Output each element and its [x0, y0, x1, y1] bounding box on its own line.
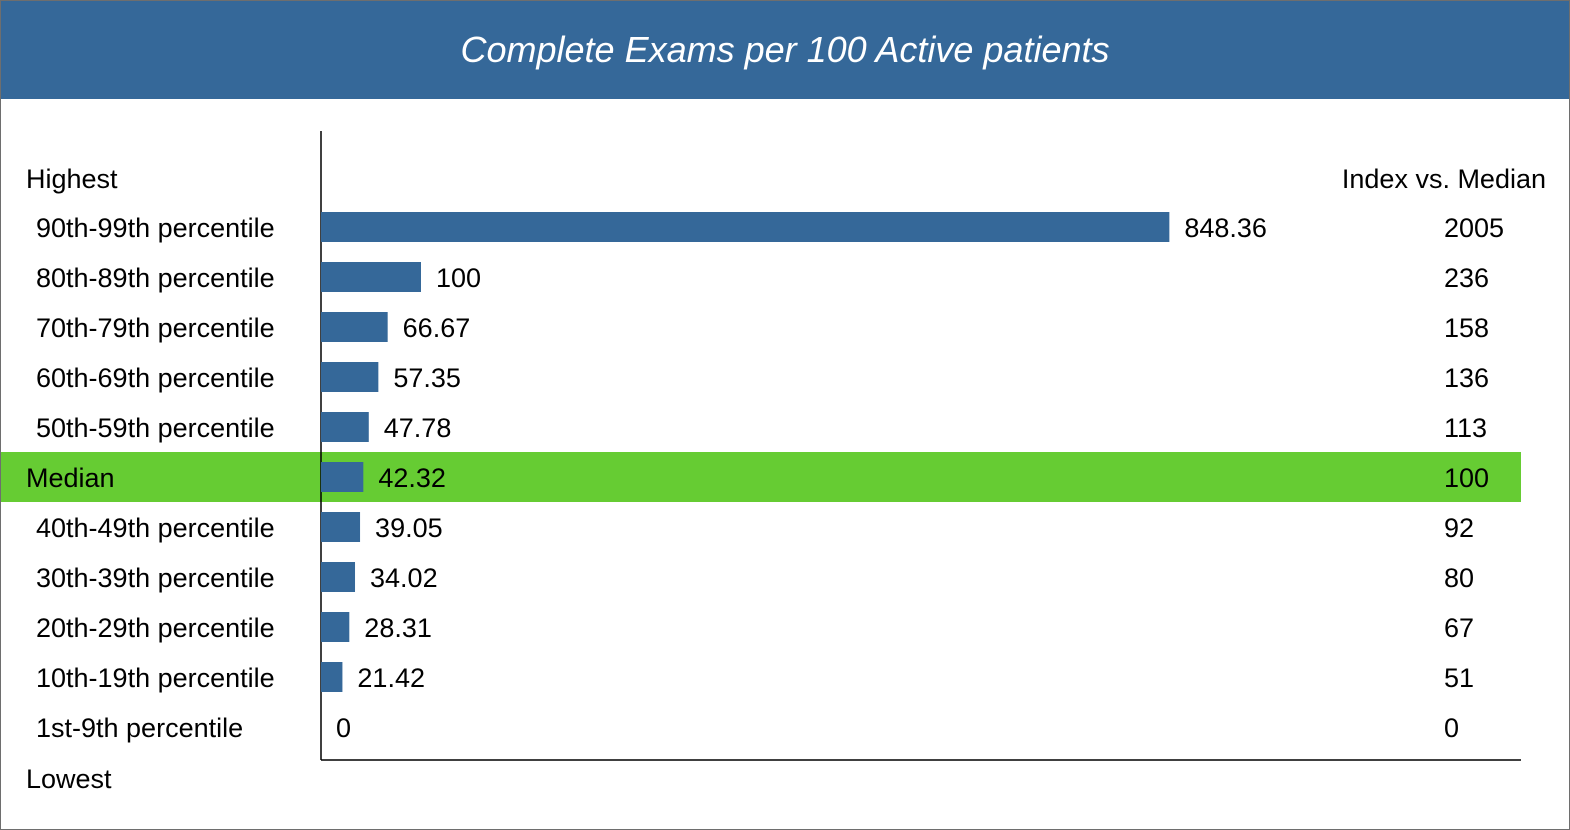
- value-label: 0: [336, 713, 351, 743]
- index-value: 2005: [1444, 213, 1504, 243]
- index-value: 51: [1444, 663, 1474, 693]
- category-label: 70th-79th percentile: [36, 313, 275, 343]
- median-highlight-band: [1, 452, 1521, 502]
- index-value: 236: [1444, 263, 1489, 293]
- title-bar: Complete Exams per 100 Active patients: [1, 1, 1569, 99]
- bar: [321, 412, 369, 442]
- category-label: 10th-19th percentile: [36, 663, 275, 693]
- index-value: 113: [1444, 413, 1487, 443]
- bar: [321, 462, 364, 492]
- value-label: 21.42: [357, 663, 425, 693]
- index-value: 80: [1444, 563, 1474, 593]
- value-label: 39.05: [375, 513, 443, 543]
- category-label: 60th-69th percentile: [36, 363, 275, 393]
- index-value: 136: [1444, 363, 1489, 393]
- category-label: 90th-99th percentile: [36, 213, 275, 243]
- value-label: 100: [436, 263, 481, 293]
- index-value: 0: [1444, 713, 1459, 743]
- value-label: 66.67: [403, 313, 471, 343]
- category-label: 30th-39th percentile: [36, 563, 275, 593]
- value-label: 57.35: [393, 363, 461, 393]
- index-value: 92: [1444, 513, 1474, 543]
- category-label: Median: [26, 463, 115, 493]
- value-label: 47.78: [384, 413, 452, 443]
- index-value: 158: [1444, 313, 1489, 343]
- value-label: 848.36: [1184, 213, 1267, 243]
- bar: [321, 312, 388, 342]
- bar: [321, 262, 421, 292]
- bar: [321, 612, 350, 642]
- lowest-label: Lowest: [26, 764, 112, 794]
- category-label: 80th-89th percentile: [36, 263, 275, 293]
- bar: [321, 662, 343, 692]
- highest-label: Highest: [26, 164, 118, 194]
- category-label: 1st-9th percentile: [36, 713, 243, 743]
- category-label: 20th-29th percentile: [36, 613, 275, 643]
- value-label: 28.31: [364, 613, 432, 643]
- chart-title: Complete Exams per 100 Active patients: [460, 29, 1110, 70]
- category-label: 50th-59th percentile: [36, 413, 275, 443]
- category-label: 40th-49th percentile: [36, 513, 275, 543]
- index-value: 100: [1444, 463, 1489, 493]
- bar: [321, 512, 361, 542]
- bar: [321, 362, 379, 392]
- index-value: 67: [1444, 613, 1474, 643]
- index-header: Index vs. Median: [1342, 164, 1546, 194]
- value-label: 42.32: [378, 463, 446, 493]
- bar: [321, 562, 356, 592]
- bar: [321, 212, 1170, 242]
- value-label: 34.02: [370, 563, 438, 593]
